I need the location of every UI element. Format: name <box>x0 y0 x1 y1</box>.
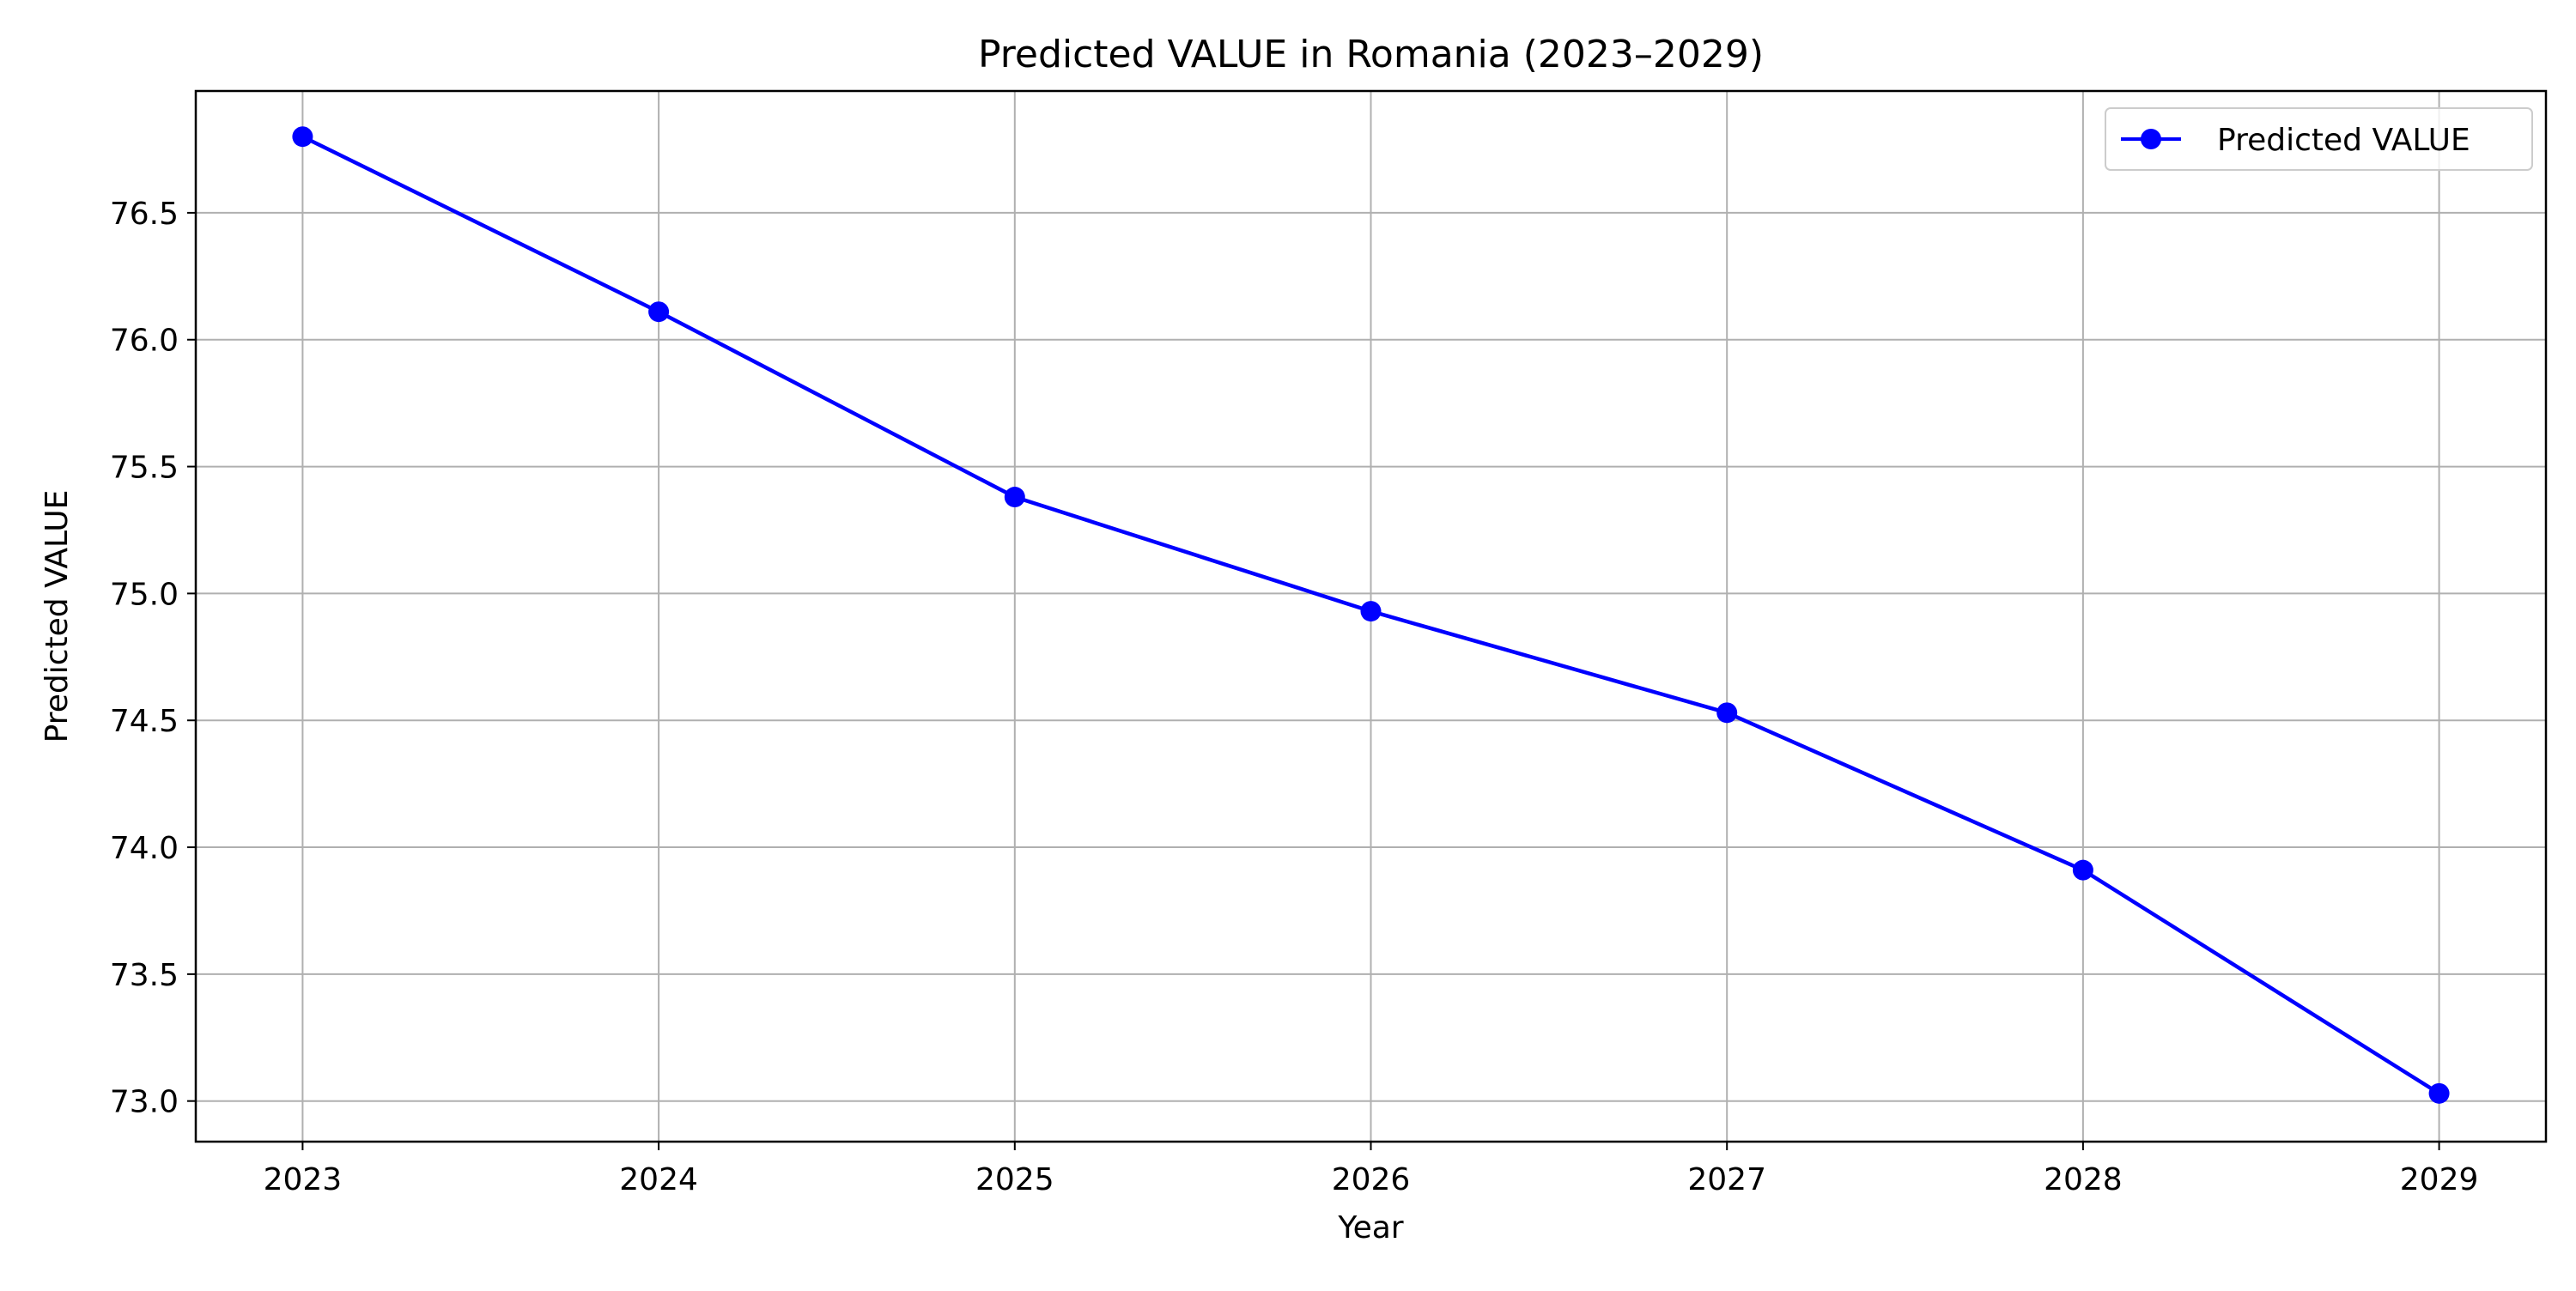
x-tick-label: 2026 <box>1332 1162 1411 1197</box>
legend-label: Predicted VALUE <box>2217 123 2470 158</box>
y-tick-label: 75.5 <box>110 451 179 486</box>
x-tick-label: 2029 <box>2400 1162 2479 1197</box>
y-tick-label: 74.0 <box>110 831 179 866</box>
series-layer <box>292 126 2450 1104</box>
x-axis-label: Year <box>1337 1210 1403 1246</box>
grid-lines <box>196 91 2546 1142</box>
x-tick-label: 2025 <box>975 1162 1054 1197</box>
legend-marker <box>2141 129 2161 149</box>
data-point <box>1360 601 1382 622</box>
legend-box <box>2105 107 2533 171</box>
y-tick-label: 74.5 <box>110 704 179 739</box>
data-point <box>292 126 313 148</box>
data-point <box>2428 1082 2450 1104</box>
legend: Predicted VALUE <box>2105 107 2533 171</box>
x-tick-label: 2028 <box>2044 1162 2123 1197</box>
y-tick-label: 76.5 <box>110 197 179 232</box>
y-axis-label: Predicted VALUE <box>39 490 75 743</box>
chart-title: Predicted VALUE in Romania (2023–2029) <box>978 33 1764 76</box>
y-tick-label: 75.0 <box>110 577 179 612</box>
x-tick-label: 2024 <box>619 1162 698 1197</box>
data-point <box>648 301 670 323</box>
y-tick-label: 76.0 <box>110 324 179 359</box>
data-point <box>2072 859 2093 881</box>
y-tick-label: 73.0 <box>110 1085 179 1120</box>
x-tick-label: 2023 <box>264 1162 343 1197</box>
data-point <box>1716 702 1738 724</box>
x-tick-label: 2027 <box>1687 1162 1766 1197</box>
y-tick-label: 73.5 <box>110 958 179 993</box>
data-point <box>1004 487 1025 508</box>
tick-layer: 2023 2024 2025 2026 2027 2028 2029 73.0 73.5 74.0… <box>110 197 2479 1197</box>
